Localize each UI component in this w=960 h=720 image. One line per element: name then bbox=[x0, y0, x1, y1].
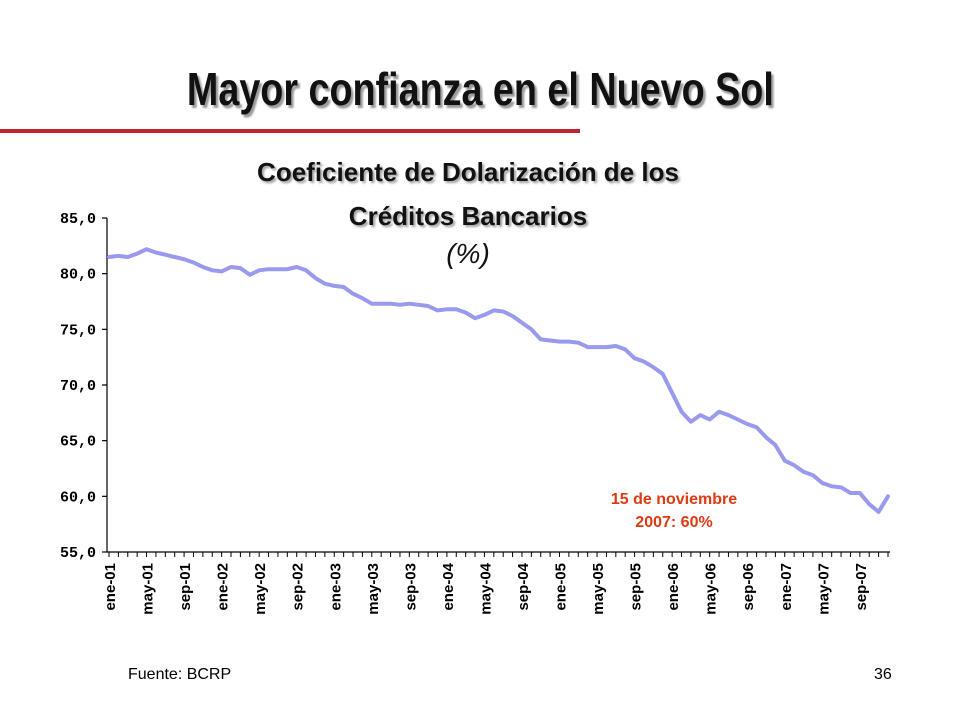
x-tick-label: may-03 bbox=[365, 563, 382, 615]
y-tick-label: 55,0 bbox=[60, 545, 96, 562]
x-tick-label: ene-01 bbox=[102, 563, 119, 611]
x-tick-label: sep-03 bbox=[402, 563, 419, 611]
x-tick-label: sep-02 bbox=[290, 563, 307, 611]
footer-source: Fuente: BCRP bbox=[128, 666, 232, 683]
x-tick-label: sep-06 bbox=[740, 563, 757, 611]
y-tick-label: 80,0 bbox=[60, 267, 96, 284]
chart-annotation: 15 de noviembre 2007: 60% bbox=[588, 488, 760, 534]
y-tick-label: 85,0 bbox=[60, 211, 96, 228]
chart-unit-label: (%) bbox=[446, 238, 490, 269]
chart-title-line2: Créditos Bancarios bbox=[348, 201, 588, 231]
title-underline bbox=[0, 129, 580, 133]
x-tick-label: may-02 bbox=[252, 563, 269, 615]
x-tick-label: ene-02 bbox=[215, 563, 232, 611]
y-tick-label: 75,0 bbox=[60, 322, 96, 339]
x-tick-label: sep-01 bbox=[177, 563, 194, 611]
x-tick-label: may-04 bbox=[477, 562, 494, 614]
annotation-line1: 15 de noviembre bbox=[610, 491, 738, 508]
x-tick-label: sep-05 bbox=[628, 563, 645, 611]
annotation-line2: 2007: 60% bbox=[635, 514, 713, 531]
y-tick-label: 65,0 bbox=[60, 434, 96, 451]
y-tick-label: 70,0 bbox=[60, 378, 96, 395]
slide-title: Mayor confianza en el Nuevo Sol bbox=[186, 63, 774, 115]
x-tick-label: may-07 bbox=[815, 563, 832, 615]
chart-title: Coeficiente de Dolarización de los bbox=[257, 157, 679, 187]
x-tick-label: ene-07 bbox=[778, 563, 795, 611]
x-tick-label: may-06 bbox=[703, 563, 720, 615]
x-tick-label: may-01 bbox=[140, 563, 157, 615]
x-tick-label: may-05 bbox=[590, 563, 607, 615]
y-tick-label: 60,0 bbox=[60, 489, 96, 506]
x-tick-label: ene-03 bbox=[327, 563, 344, 611]
plot-area: 55,0 60,0 65,0 70,0 75,0 80,0 85,0 ene-01 may-01… bbox=[60, 211, 890, 615]
x-tick-label: ene-06 bbox=[665, 563, 682, 611]
x-tick-label: sep-07 bbox=[853, 563, 870, 611]
x-tick-label: ene-04 bbox=[440, 562, 457, 610]
x-tick-label: sep-04 bbox=[515, 562, 532, 610]
series-line bbox=[107, 247, 890, 514]
x-tick-label: ene-05 bbox=[553, 563, 570, 611]
page-number: 36 bbox=[874, 666, 892, 683]
